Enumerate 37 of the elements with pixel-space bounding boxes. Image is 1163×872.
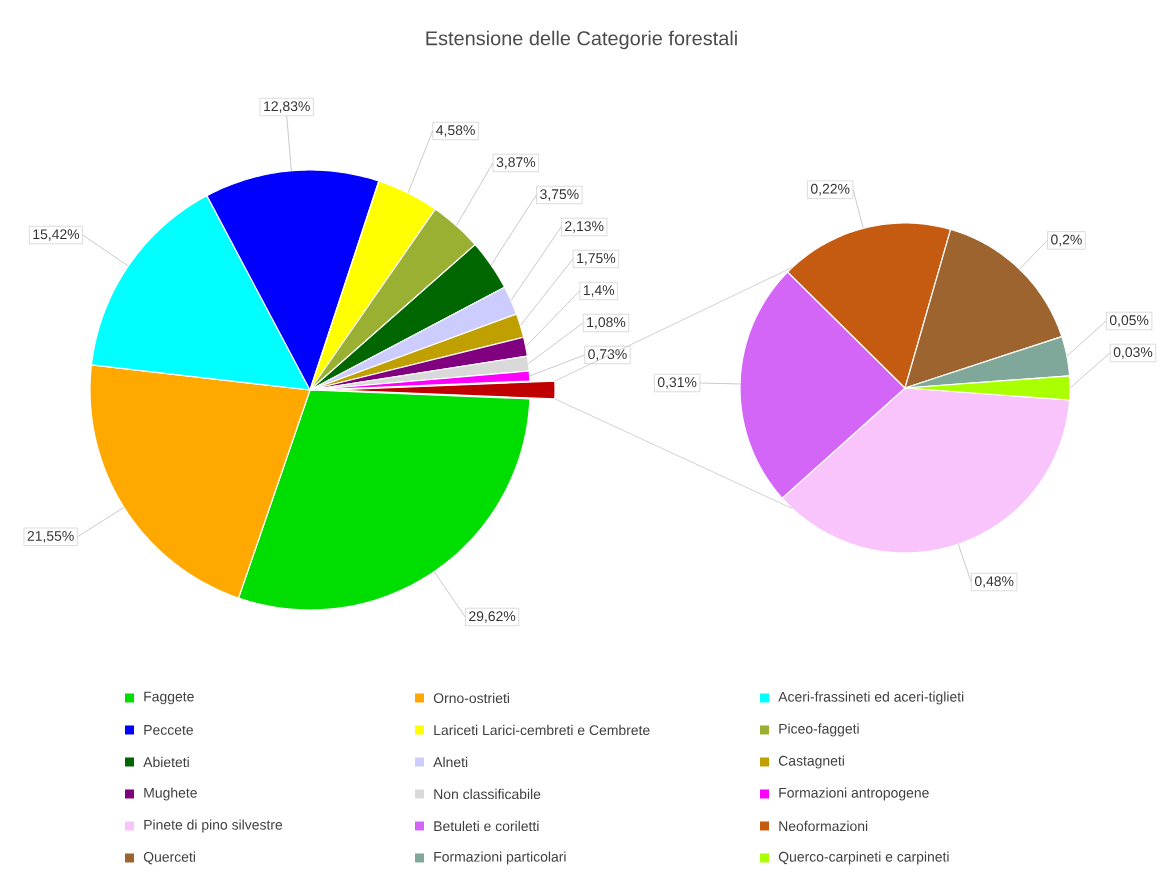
legend-label: Querco-carpineti e carpineti	[778, 851, 949, 865]
data-label: 0,05%	[1109, 315, 1149, 327]
data-label: 0,22%	[810, 183, 850, 196]
legend-label: Castagneti	[778, 755, 844, 769]
legend-label: Mughete	[144, 787, 197, 801]
data-label: 0,73%	[588, 349, 627, 361]
data-label: 3,75%	[540, 189, 579, 201]
legend-label: Formazioni particolari	[434, 851, 566, 865]
legend-label: Aceri-frassineti ed aceri-tiglieti	[778, 691, 964, 705]
legend-label: Formazioni antropogene	[779, 787, 929, 801]
data-label: 0,03%	[1113, 347, 1153, 359]
data-label: 4,58%	[436, 125, 475, 137]
data-label: 1,08%	[587, 317, 626, 329]
legend-label: Abieteti	[143, 756, 189, 768]
data-label: 2,13%	[565, 221, 604, 233]
legend-label: Orno-ostrieti	[433, 692, 509, 704]
data-label: 3,87%	[496, 157, 536, 169]
data-label: 0,48%	[974, 576, 1014, 588]
legend-label: Alneti	[433, 756, 468, 768]
legend-label: Neoformazioni	[779, 820, 868, 832]
legend-label: Querceti	[143, 851, 195, 865]
data-label: 15,42%	[33, 229, 80, 241]
data-label: 0,31%	[657, 377, 697, 389]
legend-label: Lariceti Larici-cembreti e Cembrete	[434, 724, 650, 736]
data-label: 21,55%	[27, 530, 74, 543]
chart-title: Estensione delle Categorie forestali	[426, 30, 737, 50]
legend-label: Pinete di pino silvestre	[144, 819, 283, 833]
legend-label: Piceo-faggeti	[779, 723, 859, 737]
data-label: 29,62%	[469, 611, 516, 623]
legend-label: Peccete	[144, 725, 193, 735]
data-label: 1,4%	[583, 285, 615, 297]
data-label: 1,75%	[577, 253, 616, 265]
legend-label: Betuleti e coriletti	[434, 820, 539, 832]
legend-label: Faggete	[144, 691, 194, 705]
data-label: 12,83%	[264, 101, 310, 113]
legend-label: Non classificabile	[434, 788, 541, 800]
data-label: 0,2%	[1051, 234, 1082, 247]
